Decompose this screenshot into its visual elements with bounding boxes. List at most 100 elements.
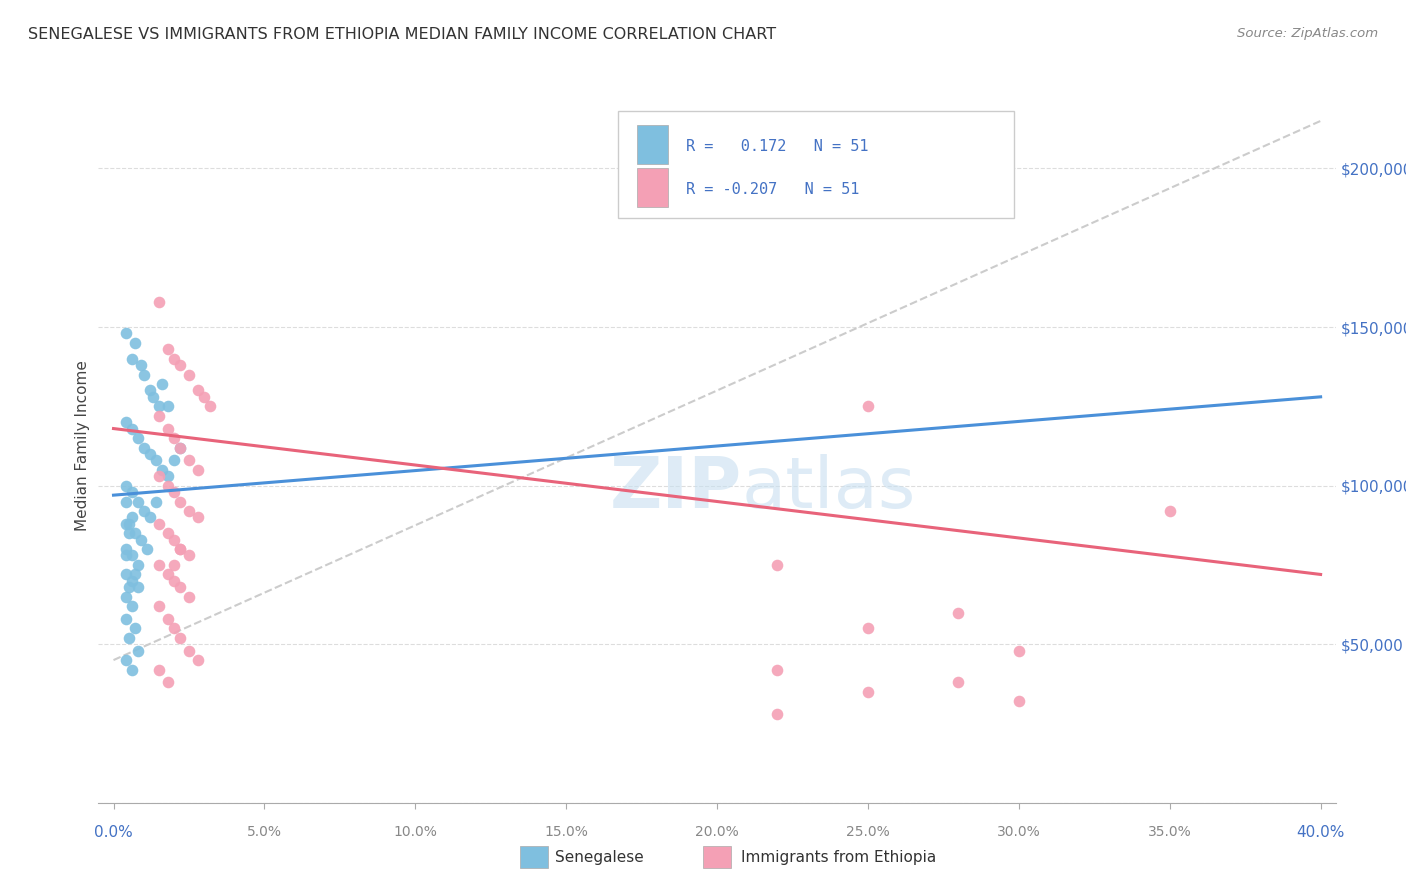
Point [129,358,152,372]
Point [156,343,179,357]
Point [187,463,209,477]
Point [169,542,191,557]
Text: SENEGALESE VS IMMIGRANTS FROM ETHIOPIA MEDIAN FAMILY INCOME CORRELATION CHART: SENEGALESE VS IMMIGRANTS FROM ETHIOPIA M… [28,27,776,42]
Point [187,653,209,667]
Point [856,400,879,414]
Point [124,621,146,635]
Point [132,504,155,518]
Point [177,453,200,467]
Point [156,612,179,626]
Point [163,574,186,588]
Point [114,653,136,667]
Text: 35.0%: 35.0% [1147,825,1192,839]
Text: 5.0%: 5.0% [247,825,281,839]
Point [145,494,167,508]
Point [169,441,191,455]
Point [169,631,191,645]
Text: 0.0%: 0.0% [94,825,134,840]
Point [132,368,155,382]
Point [127,580,149,594]
Point [148,663,170,677]
Point [114,567,136,582]
Text: 15.0%: 15.0% [544,825,588,839]
Point [148,409,170,423]
Point [150,377,173,392]
Text: ZIP: ZIP [610,454,742,524]
Y-axis label: Median Family Income: Median Family Income [75,360,90,532]
Point [1008,643,1031,657]
Point [148,599,170,614]
Point [948,675,970,690]
Point [114,590,136,604]
Point [124,567,146,582]
Text: 25.0%: 25.0% [846,825,890,839]
Point [121,574,143,588]
Point [163,453,186,467]
Point [121,549,143,563]
Point [177,504,200,518]
Point [148,558,170,572]
Point [114,612,136,626]
Point [766,663,789,677]
Point [138,510,160,524]
Point [169,441,191,455]
Point [148,469,170,483]
Point [114,494,136,508]
Point [156,675,179,690]
Point [163,485,186,500]
Point [121,351,143,366]
Point [193,390,215,404]
Point [856,685,879,699]
Point [948,606,970,620]
Point [156,400,179,414]
Point [156,478,179,492]
Point [138,384,160,398]
Point [127,558,149,572]
Text: 20.0%: 20.0% [695,825,740,839]
Point [163,621,186,635]
Text: R =   0.172   N = 51: R = 0.172 N = 51 [686,139,869,153]
Point [163,558,186,572]
Point [117,580,139,594]
Point [114,326,136,341]
Point [856,621,879,635]
Point [114,478,136,492]
Point [121,421,143,435]
Point [121,510,143,524]
Point [129,533,152,547]
Text: 40.0%: 40.0% [1296,825,1344,840]
Point [169,580,191,594]
Point [766,558,789,572]
Point [156,421,179,435]
Point [1008,694,1031,708]
Text: Immigrants from Ethiopia: Immigrants from Ethiopia [741,850,936,864]
Point [187,510,209,524]
Point [124,526,146,541]
Point [169,494,191,508]
Text: atlas: atlas [742,454,917,524]
Point [766,706,789,721]
Point [117,526,139,541]
Point [177,590,200,604]
Point [169,358,191,372]
Point [114,516,136,531]
Point [132,441,155,455]
Point [156,526,179,541]
Point [114,542,136,557]
Bar [637,125,668,164]
Point [114,415,136,429]
Point [145,453,167,467]
Point [177,549,200,563]
Point [163,533,186,547]
Point [148,400,170,414]
Point [150,463,173,477]
Point [156,469,179,483]
Point [121,599,143,614]
Point [135,542,157,557]
Point [156,567,179,582]
FancyBboxPatch shape [619,111,1014,218]
Point [124,335,146,350]
Point [117,631,139,645]
Point [121,485,143,500]
Point [187,384,209,398]
